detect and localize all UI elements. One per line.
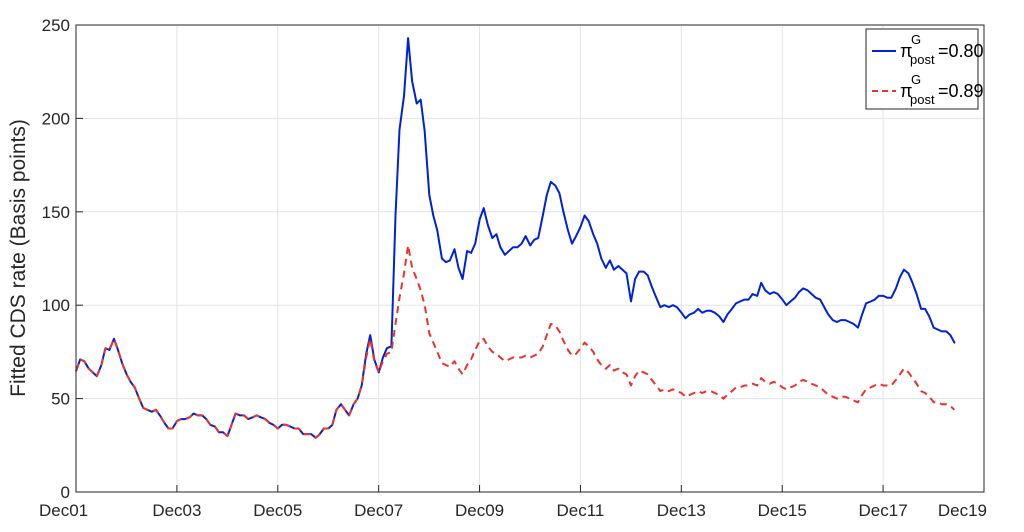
x-tick-label: Dec07 [354,501,403,520]
legend-value: =0.80 [938,41,984,61]
series-layer [75,37,956,439]
x-tick-label: Dec13 [657,501,706,520]
axis-ticks: 0 50 100 150 200 250 Dec01 Dec03 Dec05 Dec07 Dec09… [39,16,987,520]
legend-value: =0.89 [938,81,984,101]
legend-subscript: post [910,92,935,107]
legend-superscript: G [911,72,921,87]
legend-symbol: π [900,41,912,61]
x-tick-label: Dec05 [253,501,302,520]
y-axis-title: Fitted CDS rate (Basis points) [7,119,30,397]
y-tick-label: 0 [61,483,70,502]
x-tick-label: Dec17 [859,501,908,520]
plot-frame [75,24,985,493]
plot-area [76,25,984,492]
legend-symbol: π [900,81,912,101]
legend-subscript: post [910,52,935,67]
x-tick-label: Dec09 [455,501,504,520]
grid-lines [76,25,984,492]
series-line-1 [75,37,956,439]
legend-superscript: G [911,32,921,47]
x-tick-label: Dec11 [556,501,604,520]
y-tick-label: 100 [42,296,70,315]
y-tick-label: 150 [42,203,70,222]
y-tick-label: 200 [42,109,70,128]
x-tick-label: Dec19 [938,501,987,520]
x-tick-label: Dec01 [39,501,88,520]
legend-box [865,28,979,110]
x-tick-label: Dec03 [152,501,201,520]
y-tick-label: 250 [42,16,70,35]
y-tick-label: 50 [51,390,70,409]
x-tick-label: Dec15 [758,501,807,520]
